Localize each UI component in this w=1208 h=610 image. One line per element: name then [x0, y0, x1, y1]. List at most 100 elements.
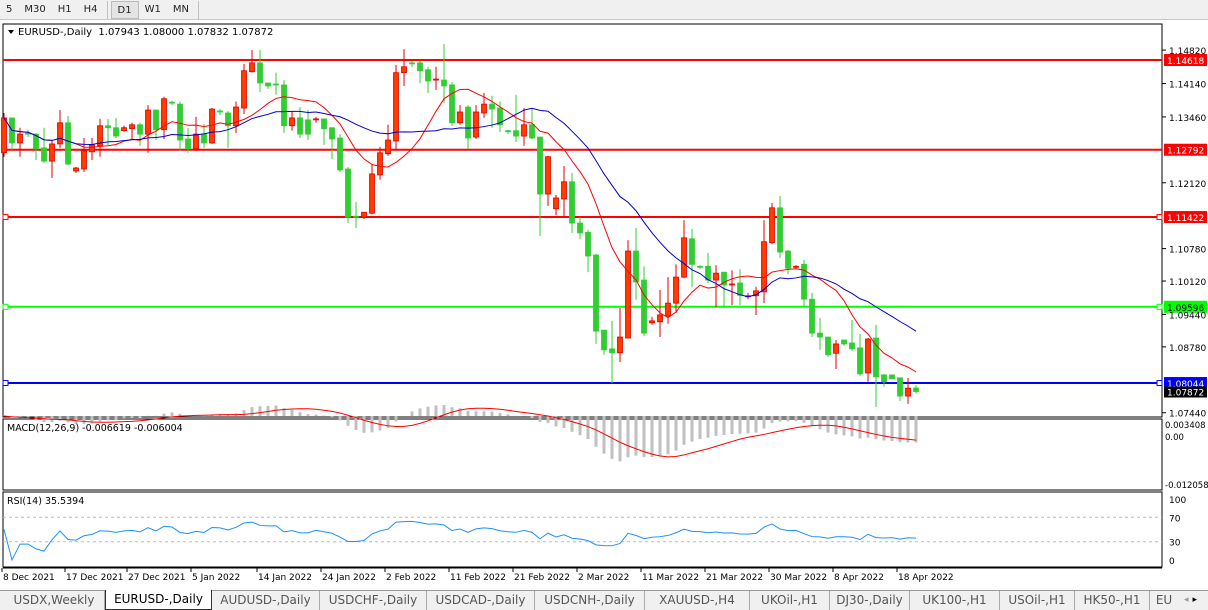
- chart-tab[interactable]: USOil-,H1: [1000, 591, 1075, 610]
- price-tick-label: 1.14820: [1169, 47, 1206, 57]
- candle-body: [569, 181, 575, 224]
- candle-body: [137, 124, 143, 135]
- candle: [449, 82, 455, 126]
- chart-window[interactable]: 1.14618 1.12792 1.11422 1.09596 1.08044 1.14…: [0, 20, 1208, 590]
- chart-tab[interactable]: AUDUSD-,Daily: [212, 591, 320, 610]
- candle-body: [129, 124, 135, 130]
- candle: [145, 105, 151, 153]
- candle: [569, 172, 575, 233]
- candle-body: [193, 133, 199, 150]
- level-line[interactable]: 1.14618: [3, 54, 1207, 67]
- candle: [281, 80, 287, 134]
- macd-pane: [3, 405, 918, 462]
- chart-tab[interactable]: UKOil-,H1: [750, 591, 830, 610]
- candle: [457, 105, 463, 125]
- chart-tab[interactable]: XAUUSD-,H4: [645, 591, 750, 610]
- tf-m5[interactable]: 5: [6, 3, 13, 15]
- candle: [105, 118, 111, 145]
- chart-tab[interactable]: USDCAD-,Daily: [427, 591, 535, 610]
- time-axis: 8 Dec 2021 17 Dec 2021 27 Dec 2021 5 Jan 20…: [1, 568, 954, 583]
- tf-h4[interactable]: H4: [83, 3, 98, 15]
- menu-triangle-icon[interactable]: [8, 30, 14, 34]
- candle: [825, 336, 831, 357]
- level-price-label: 1.11422: [1167, 214, 1204, 224]
- candle-body: [145, 109, 151, 135]
- candle-body: [369, 173, 375, 214]
- level-line[interactable]: 1.08044: [2, 377, 1207, 390]
- candle-body: [873, 337, 879, 378]
- chart-tab[interactable]: EU: [1155, 593, 1173, 607]
- chart-tab[interactable]: USDCHF-,Daily: [320, 591, 427, 610]
- candle-body: [625, 250, 631, 339]
- chart-tab[interactable]: EURUSD-,Daily: [105, 590, 212, 610]
- candle: [329, 127, 335, 160]
- candle: [401, 49, 407, 86]
- candle-body: [489, 103, 495, 110]
- candle: [33, 133, 39, 161]
- candle: [153, 109, 159, 140]
- candle-body: [201, 133, 207, 144]
- candle-body: [153, 109, 159, 131]
- candle: [337, 134, 343, 172]
- candle: [841, 339, 847, 346]
- tf-h1[interactable]: H1: [57, 3, 72, 15]
- date-label: 2 Mar 2022: [578, 573, 629, 583]
- candle-body: [689, 238, 695, 265]
- candle: [849, 319, 855, 351]
- macd-signal-line: [3, 407, 917, 458]
- candle: [113, 117, 119, 139]
- candle: [833, 340, 839, 369]
- scroll-right-icon[interactable]: ▸: [1192, 595, 1198, 605]
- candle-body: [449, 84, 455, 124]
- candle-body: [17, 133, 23, 144]
- date-label: 2 Feb 2022: [386, 573, 436, 583]
- chart-tab[interactable]: HK50-,H1: [1075, 591, 1150, 610]
- candle-body: [345, 168, 351, 218]
- candle-body: [385, 139, 391, 155]
- level-anchor-handle: [2, 380, 9, 387]
- scroll-left-icon[interactable]: ◂: [1184, 595, 1189, 605]
- candle-body: [353, 215, 359, 218]
- candle-body: [49, 143, 55, 162]
- chart-header: EURUSD-,Daily 1.07943 1.08000 1.07832 1.…: [18, 27, 273, 38]
- price-tick-label: 1.09440: [1169, 311, 1206, 321]
- chart-tab[interactable]: UK100-,H1: [910, 591, 1000, 610]
- candle-body: [113, 127, 119, 137]
- tf-w1[interactable]: W1: [144, 3, 161, 15]
- chart-tab[interactable]: DJ30-,Daily: [830, 591, 910, 610]
- date-label: 27 Dec 2021: [128, 573, 186, 583]
- level-anchor-handle: [1156, 380, 1163, 387]
- candle-body: [809, 298, 815, 334]
- tf-mn[interactable]: MN: [172, 3, 189, 15]
- pane-frames: [2, 23, 1163, 569]
- candle: [97, 118, 103, 157]
- candle: [905, 377, 911, 404]
- horizontal-levels[interactable]: 1.14618 1.12792 1.11422 1.09596 1.08044: [2, 54, 1207, 390]
- chart-tab[interactable]: USDX,Weekly: [4, 591, 105, 610]
- level-line[interactable]: 1.09596: [2, 300, 1207, 314]
- candle-body: [65, 122, 71, 165]
- candle: [625, 240, 631, 339]
- candle-body: [297, 117, 303, 135]
- level-line[interactable]: 1.11422: [2, 211, 1207, 224]
- candle-body: [849, 342, 855, 350]
- price-tick-label: 1.13460: [1169, 114, 1206, 124]
- tab-scroll-arrows[interactable]: ◂ ▸: [1182, 591, 1206, 609]
- candle: [353, 201, 359, 228]
- tf-d1[interactable]: D1: [110, 0, 139, 19]
- candle-body: [657, 314, 663, 323]
- candle-body: [793, 265, 799, 268]
- candle-body: [321, 118, 327, 130]
- chart-tab[interactable]: USDCNH-,Daily: [535, 591, 645, 610]
- tf-m30[interactable]: M30: [24, 3, 46, 15]
- candle-body: [241, 70, 247, 109]
- candle-body: [41, 147, 47, 162]
- rsi-tick-label: 30: [1169, 539, 1181, 549]
- candle-body: [393, 72, 399, 142]
- candle-body: [313, 118, 319, 121]
- level-anchor-handle: [1156, 214, 1163, 221]
- candle: [425, 66, 431, 93]
- candle: [505, 129, 511, 135]
- candle-body: [209, 108, 215, 144]
- candle-body: [585, 231, 591, 257]
